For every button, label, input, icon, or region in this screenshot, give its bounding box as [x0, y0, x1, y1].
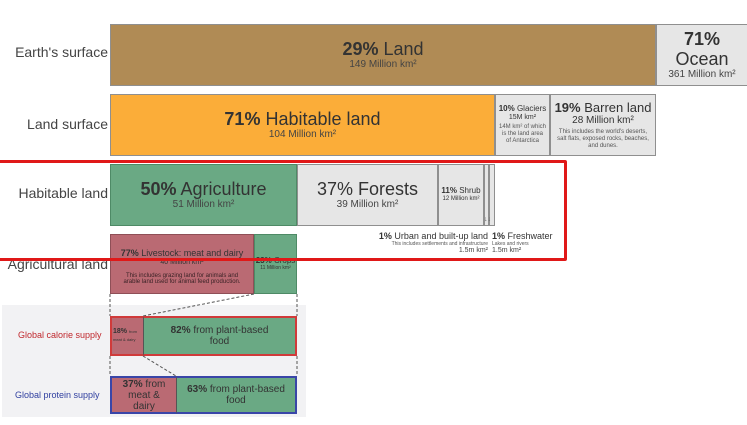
connector-diag-top: [142, 293, 255, 317]
crops-area: 11 Million km²: [260, 264, 291, 271]
urban-pct: 1%: [378, 231, 392, 241]
ocean-area: 361 Million km²: [668, 69, 736, 81]
calorie-plant-pct: 82%: [170, 325, 191, 336]
barren-area: 28 Million km²: [572, 114, 634, 126]
calorie-plant-block: 82% from plant-based food: [143, 316, 297, 356]
agriculture-area: 51 Million km²: [172, 199, 235, 211]
habitable-pct: 71%: [224, 108, 261, 129]
agriculture-pct: 50%: [140, 178, 177, 199]
forests-pct: 37%: [316, 178, 353, 199]
habitable-name: Habitable land: [265, 108, 381, 129]
urban-name: Urban and built-up land: [394, 231, 488, 241]
barren-land-block: 19% Barren land 28 Million km² This incl…: [550, 94, 656, 156]
livestock-note: This includes grazing land for animals a…: [123, 272, 241, 286]
forests-area: 39 Million km²: [336, 199, 399, 211]
habitable-land-block: 71% Habitable land 104 Million km²: [110, 94, 495, 156]
agriculture-name: Agriculture: [180, 178, 267, 199]
shrub-name: Shrub: [459, 186, 481, 196]
land-block: 29% Land 149 Million km²: [110, 24, 656, 86]
urban-area: 1.5m km²: [458, 247, 488, 255]
row-label-earths-surface: Earth's surface: [15, 44, 108, 60]
barren-note: This includes the world's deserts, salt …: [557, 128, 649, 149]
forests-block: 37% Forests 39 Million km²: [297, 164, 438, 226]
row-label-land-surface: Land surface: [27, 116, 108, 132]
calorie-meat-block: 18% from meat & dairy: [110, 316, 143, 356]
urban-block: [484, 164, 489, 226]
glaciers-area: 15M km²: [508, 113, 537, 121]
livestock-block: 77% Livestock: meat and dairy 40 Million…: [110, 234, 254, 294]
shrub-block: 11% Shrub 12 Million km²: [438, 164, 484, 226]
protein-plant-block: 63% from plant-based food: [176, 376, 297, 414]
calorie-meat-text: from meat & dairy: [113, 329, 137, 342]
barren-pct: 19%: [554, 99, 581, 115]
land-area: 149 Million km²: [349, 59, 417, 71]
land-pct: 29%: [342, 38, 379, 59]
protein-meat-block: 37% from meat & dairy: [110, 376, 176, 414]
barren-name: Barren land: [584, 99, 652, 115]
agriculture-block: 50% Agriculture 51 Million km²: [110, 164, 297, 226]
forests-name: Forests: [358, 178, 419, 199]
freshwater-note: Lakes and rivers: [492, 240, 529, 247]
row-label-habitable-land: Habitable land: [18, 185, 108, 201]
glaciers-pct: 10%: [498, 103, 515, 113]
protein-plant-text: from plant-based food: [209, 384, 285, 406]
ocean-name: Ocean: [675, 48, 729, 69]
urban-arrow: ↓↓: [484, 216, 491, 223]
glaciers-block: 10% Glaciers 15M km² 14M km² of which is…: [495, 94, 550, 156]
livestock-area: 40 Million km²: [160, 258, 204, 266]
freshwater-block: [489, 164, 495, 226]
freshwater-area: 1.5m km²: [492, 247, 522, 255]
ocean-pct: 71%: [683, 28, 721, 49]
ocean-block: 71% Ocean 361 Million km²: [656, 24, 747, 86]
protein-plant-pct: 63%: [187, 384, 208, 395]
calorie-meat-pct: 18%: [113, 328, 128, 336]
shrub-area: 12 Million km²: [442, 196, 480, 203]
glaciers-note: 14M km² of which is the land area of Ant…: [499, 124, 547, 145]
habitable-area: 104 Million km²: [268, 129, 337, 141]
calorie-supply-label: Global calorie supply: [18, 330, 102, 340]
land-name: Land: [383, 38, 424, 59]
protein-meat-pct: 37%: [122, 378, 143, 390]
urban-label: 1% Urban and built-up land This includes…: [372, 231, 488, 255]
livestock-pct: 77%: [120, 248, 139, 258]
connector-diag-bottom: [142, 355, 177, 377]
calorie-plant-text: from plant-based food: [193, 325, 269, 347]
urban-note: This includes settlements and infrastruc…: [391, 240, 488, 247]
glaciers-name: Glaciers: [516, 103, 547, 113]
protein-meat-text: from meat & dairy: [128, 378, 166, 412]
freshwater-name: Freshwater: [507, 231, 553, 241]
freshwater-pct: 1%: [492, 231, 506, 241]
livestock-name: Livestock: meat and dairy: [141, 248, 244, 258]
protein-supply-label: Global protein supply: [15, 390, 100, 400]
shrub-pct: 11%: [441, 186, 457, 196]
freshwater-label: 1% Freshwater Lakes and rivers 1.5m km²: [492, 231, 562, 255]
